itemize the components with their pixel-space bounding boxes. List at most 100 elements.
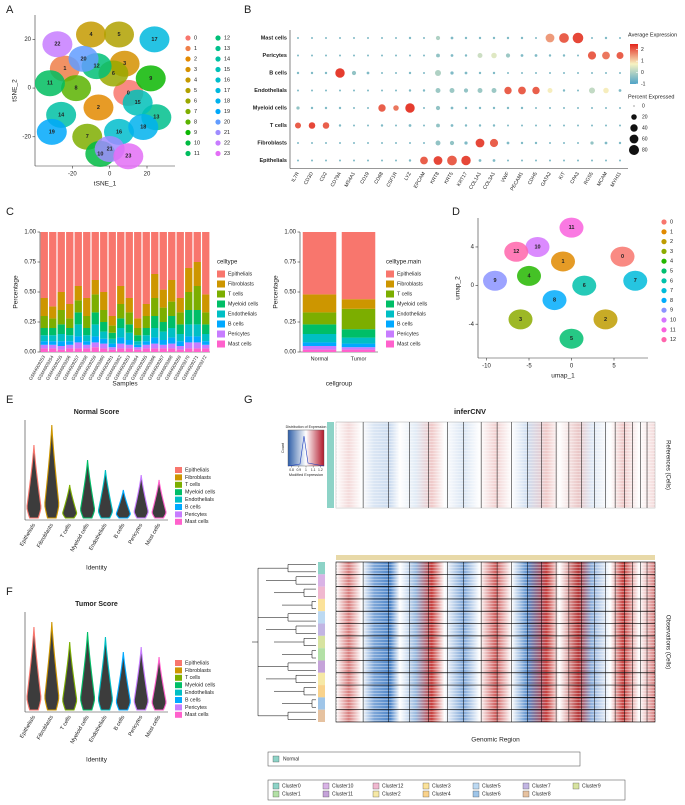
bar-segment: [134, 349, 142, 352]
dot: [520, 159, 524, 162]
bar-segment: [142, 232, 150, 304]
dot: [534, 71, 538, 75]
bar-segment: [108, 325, 116, 333]
cluster-cloud: [135, 65, 166, 92]
dot: [576, 89, 580, 92]
bar-segment: [151, 274, 159, 298]
bar-segment: [185, 292, 193, 310]
x-axis-title: Identity: [86, 757, 108, 764]
legend-swatch: [217, 340, 225, 348]
dot: [338, 36, 342, 40]
legend-swatch: [215, 98, 221, 104]
legend-swatch: [175, 704, 182, 711]
bar-segment: [83, 232, 91, 298]
dot: [492, 159, 496, 162]
bar-segment: [134, 344, 142, 348]
dot: [534, 106, 538, 110]
bar-segment: [302, 346, 337, 350]
dot: [572, 32, 584, 44]
cluster-cloud: [104, 21, 134, 48]
dot: [324, 71, 328, 75]
dot: [310, 71, 314, 75]
legend-label: Cluster9: [582, 783, 601, 789]
cluster-label: 9: [149, 76, 152, 82]
cluster-label: 3: [519, 317, 522, 323]
cluster-bar: [318, 574, 325, 587]
bar-segment: [185, 310, 193, 325]
chart-title: Tumor Score: [75, 601, 118, 608]
dot: [504, 86, 512, 95]
color-tick-label: 2: [641, 47, 644, 53]
dot: [576, 159, 580, 162]
dot: [296, 159, 300, 162]
bar-segment: [193, 342, 201, 349]
dot: [478, 71, 482, 75]
dot: [422, 141, 426, 145]
bar-segment: [74, 324, 82, 337]
legend-swatch: [422, 782, 430, 790]
dot: [380, 54, 384, 57]
dot: [464, 141, 468, 145]
legend-label: Cluster4: [432, 791, 451, 797]
legend-label: T cells: [185, 482, 201, 488]
cluster-label: 8: [75, 86, 78, 92]
bar-segment: [57, 341, 65, 346]
dot: [422, 71, 426, 75]
bar-segment: [117, 348, 125, 352]
gene-label: KRT5: [443, 171, 455, 185]
y-tick-label: -4: [469, 322, 475, 328]
legend-title: Average Expression: [628, 32, 677, 38]
dot: [447, 155, 457, 166]
dot: [475, 138, 485, 148]
bar-segment: [74, 348, 82, 352]
bar-segment: [49, 348, 57, 352]
key-tick-label: 1.2: [318, 468, 323, 472]
bar-segment: [100, 348, 108, 352]
dot: [520, 106, 524, 110]
legend-label: Fibroblasts: [228, 281, 254, 287]
bar-segment: [74, 286, 82, 301]
bar-segment: [202, 341, 210, 345]
legend-swatch: [215, 108, 221, 115]
row-label: Epithelials: [259, 158, 287, 164]
cluster-cloud: [517, 265, 541, 286]
cluster-bar: [318, 562, 325, 575]
cluster-bar: [318, 697, 325, 710]
bar-segment: [40, 335, 48, 342]
dot: [492, 36, 496, 40]
bar-segment: [341, 347, 376, 350]
dot: [449, 88, 455, 93]
dot: [562, 71, 566, 75]
dot: [435, 140, 441, 146]
legend-swatch: [661, 288, 667, 294]
size-key: [631, 114, 637, 120]
size-key: [633, 105, 635, 107]
bar-segment: [202, 232, 210, 295]
bar-segment: [91, 312, 99, 325]
legend-label: 2: [194, 56, 197, 62]
legend-title: celltype: [217, 260, 238, 266]
legend-box: [267, 779, 626, 801]
dot: [324, 54, 328, 57]
bar-segment: [100, 322, 108, 332]
violin: [115, 651, 131, 711]
size-tick-label: 0: [642, 103, 645, 109]
dot: [548, 159, 552, 162]
legend-swatch: [185, 45, 191, 52]
dot: [296, 89, 300, 92]
bar-segment: [66, 348, 74, 352]
bar-segment: [159, 344, 167, 349]
bar-segment: [125, 340, 133, 345]
dot: [492, 71, 496, 75]
bar-segment: [159, 340, 167, 345]
row-label: T cells: [270, 123, 287, 129]
bar-segment: [134, 341, 142, 345]
legend-swatch: [386, 330, 394, 338]
cluster-cloud: [128, 114, 159, 141]
dot: [393, 105, 399, 111]
cluster-label: 10: [97, 151, 103, 157]
legend-swatch: [185, 98, 191, 104]
bar-segment: [49, 306, 57, 319]
bar-segment: [57, 346, 65, 350]
x-tick-label: 0: [570, 364, 574, 370]
